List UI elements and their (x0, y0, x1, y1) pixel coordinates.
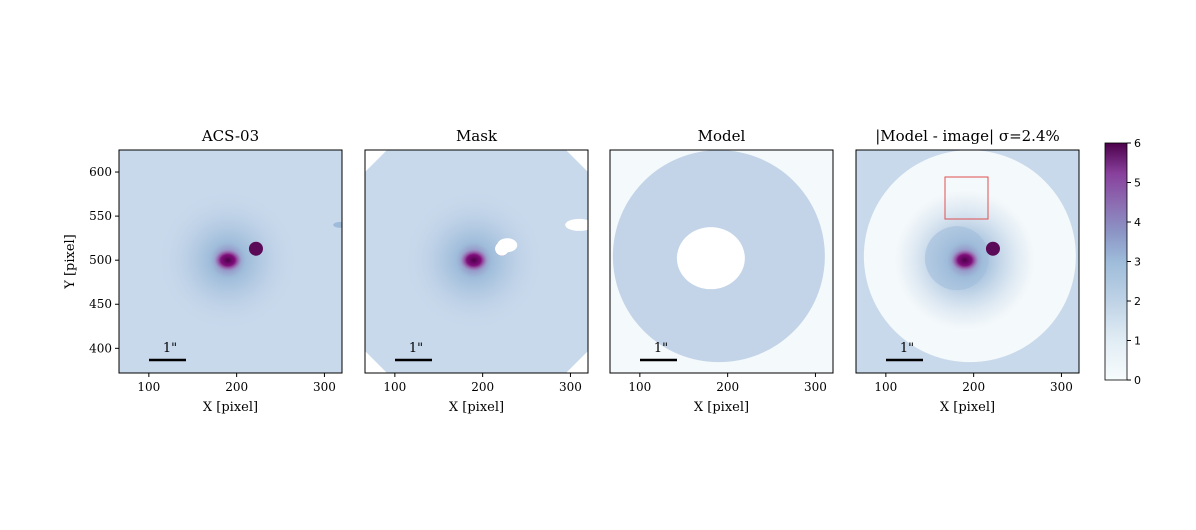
x-tick-label: 100 (383, 380, 406, 394)
core2 (248, 241, 263, 256)
blob (333, 221, 342, 228)
core (213, 249, 242, 272)
hole (676, 227, 745, 290)
y-tick-label: 600 (89, 165, 112, 179)
mask-corners (365, 150, 387, 172)
image (856, 150, 1079, 373)
core (459, 249, 488, 272)
axes-frame (364, 149, 589, 374)
y-axis-label: Y [pixel] (63, 234, 78, 290)
axes-frame (118, 149, 343, 374)
panel-title: Model (698, 127, 746, 145)
axes-frame (855, 149, 1080, 374)
colorbar-tick-label: 6 (1134, 137, 1141, 150)
panel-title: ACS-03 (201, 127, 259, 145)
scale-bar-label: 1" (409, 341, 423, 356)
x-tick-label: 300 (313, 380, 336, 394)
panel-title: Mask (456, 127, 498, 145)
x-tick-label: 200 (471, 380, 494, 394)
core2 (985, 241, 1000, 256)
x-axis-label: X [pixel] (203, 400, 258, 415)
mask-corners (566, 351, 588, 373)
x-tick-label: 100 (874, 380, 897, 394)
colorbar-tick-label: 4 (1134, 216, 1141, 229)
annotation-box (944, 176, 989, 220)
x-tick-label: 200 (962, 380, 985, 394)
colorbar-tick-label: 3 (1134, 256, 1141, 269)
colorbar-tick-label: 0 (1134, 374, 1141, 387)
x-tick-label: 200 (225, 380, 248, 394)
y-tick-label: 550 (89, 209, 112, 223)
x-axis-label: X [pixel] (449, 400, 504, 415)
colorbar-tick-label: 1 (1134, 335, 1141, 348)
scale-bar-label: 1" (654, 341, 668, 356)
colorbar-tick-label: 5 (1134, 177, 1141, 190)
image (365, 150, 588, 373)
x-tick-label: 300 (559, 380, 582, 394)
mask-corners (365, 351, 387, 373)
x-tick-label: 100 (628, 380, 651, 394)
x-axis-label: X [pixel] (940, 400, 995, 415)
colorbar-tick-label: 2 (1134, 295, 1141, 308)
mask-hole (565, 218, 588, 231)
axes-frame (609, 149, 834, 374)
image (119, 150, 342, 373)
panel-title: |Model - image| σ=2.4% (875, 127, 1060, 145)
colorbar (1104, 142, 1128, 381)
core (950, 249, 979, 272)
x-tick-label: 300 (804, 380, 827, 394)
mask-hole (494, 241, 509, 256)
x-axis-label: X [pixel] (694, 400, 749, 415)
mask-corners (566, 150, 588, 172)
x-tick-label: 100 (137, 380, 160, 394)
x-tick-label: 300 (1050, 380, 1073, 394)
x-tick-label: 200 (716, 380, 739, 394)
scale-bar-label: 1" (163, 341, 177, 356)
y-tick-label: 500 (89, 253, 112, 267)
y-tick-label: 450 (89, 297, 112, 311)
y-tick-label: 400 (89, 341, 112, 355)
image (610, 150, 833, 373)
scale-bar-label: 1" (900, 341, 914, 356)
